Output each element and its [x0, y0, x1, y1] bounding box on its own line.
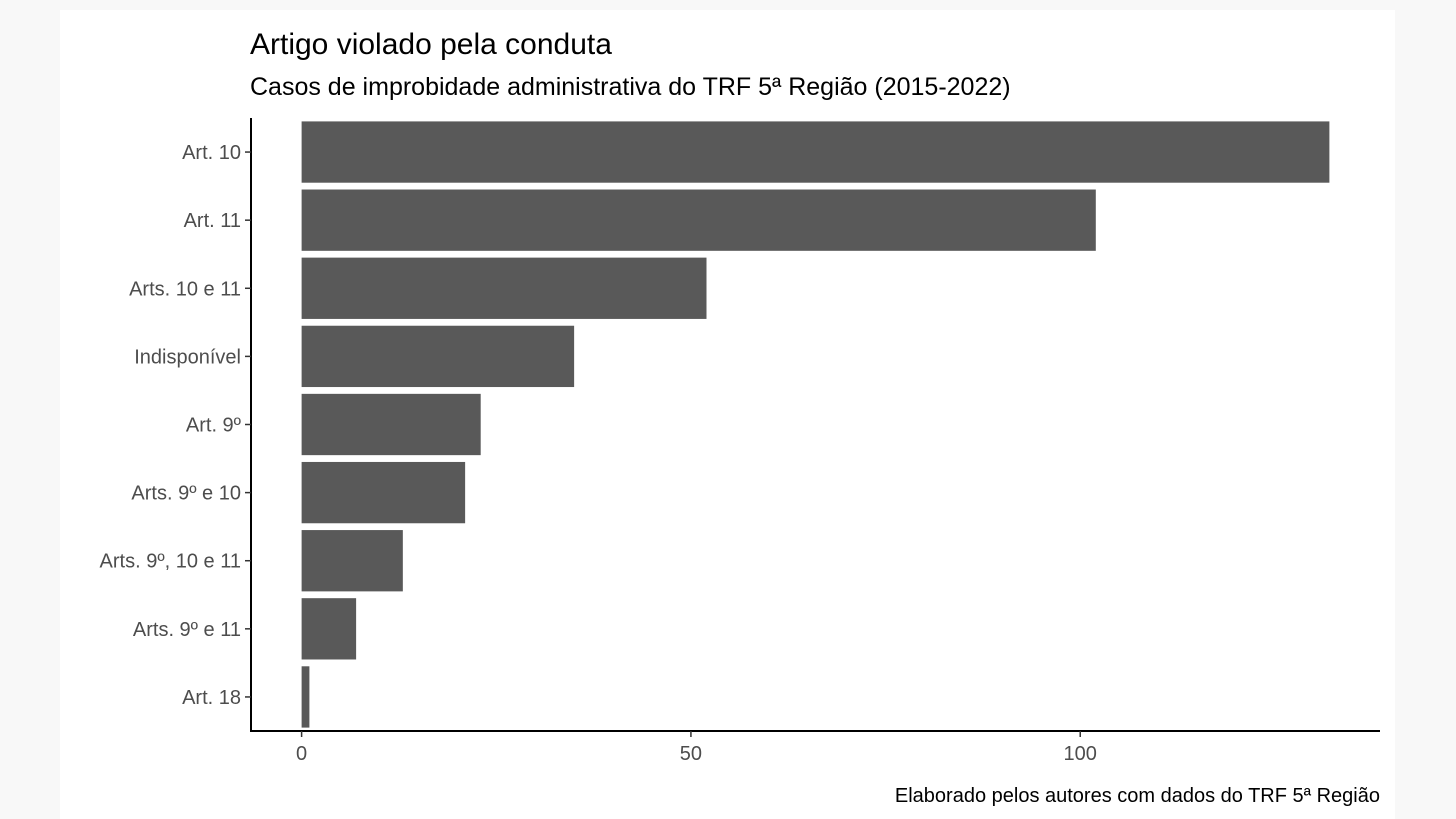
bar-3: [301, 325, 575, 388]
y-tick-label: Arts. 9º e 10: [131, 483, 241, 505]
y-tick-label: Art. 18: [182, 687, 241, 709]
y-tick-label: Art. 10: [182, 142, 241, 164]
x-tick-label: 100: [1064, 743, 1097, 765]
x-axis: 0 50 100: [250, 730, 1380, 765]
y-tick-label: Art. 11: [184, 210, 241, 232]
y-axis: Art. 10 Art. 11 Arts. 10 e 11 Indisponível A…: [100, 118, 252, 731]
bar-7: [301, 598, 357, 660]
y-tick-label: Arts. 9º, 10 e 11: [100, 551, 241, 573]
y-tick-label: Indisponível: [134, 346, 241, 368]
x-tick-label: 50: [680, 743, 702, 765]
bars-group: [301, 121, 1330, 728]
bar-1: [301, 189, 1096, 251]
bar-6: [301, 530, 403, 592]
chart-subtitle: Casos de improbidade administrativa do T…: [250, 73, 1011, 101]
bar-5: [301, 461, 466, 524]
y-tick-label: Art. 9º: [186, 415, 242, 437]
x-tick-label: 0: [296, 743, 307, 765]
chart-caption: Elaborado pelos autores com dados do TRF…: [895, 785, 1380, 807]
bar-2: [301, 257, 707, 319]
y-tick-label: Arts. 9º e 11: [133, 619, 241, 641]
y-tick-label: Arts. 10 e 11: [129, 278, 241, 300]
chart-title: Artigo violado pela conduta: [250, 28, 612, 61]
bar-0: [301, 121, 1330, 183]
bar-4: [301, 393, 481, 456]
bar-8: [301, 666, 310, 728]
